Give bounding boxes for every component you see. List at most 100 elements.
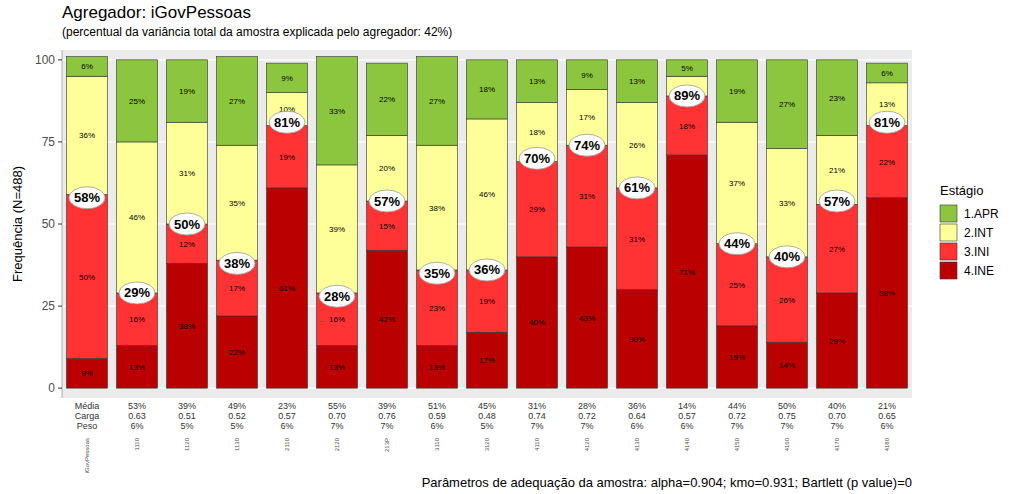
legend-key	[940, 205, 957, 222]
table-cell: 55%	[328, 401, 346, 411]
table-cell: 0.64	[628, 411, 646, 421]
legend-label: 2.INT	[964, 226, 994, 240]
data-label: 50%	[79, 273, 95, 282]
total-label: 50%	[174, 217, 200, 232]
x-tick-label: 4150	[734, 437, 740, 451]
bar-segment	[717, 60, 758, 122]
data-label: 27%	[829, 245, 845, 254]
table-cell: 0.70	[828, 411, 846, 421]
data-label: 20%	[379, 164, 395, 173]
legend-key	[940, 243, 957, 260]
bar-segment	[417, 345, 458, 388]
bar-segment	[117, 345, 158, 388]
data-label: 36%	[79, 131, 95, 140]
x-tick-label: 3120	[484, 437, 490, 451]
data-label: 23%	[829, 94, 845, 103]
table-cell: 7%	[830, 421, 843, 431]
total-circle	[269, 111, 305, 133]
bar-segment	[617, 188, 658, 290]
table-cell: 6%	[630, 421, 643, 431]
data-label: 23%	[429, 304, 445, 313]
labels: 9%50%36%6%13%16%46%25%38%12%31%19%22%17%…	[69, 62, 905, 378]
total-label: 70%	[524, 151, 550, 166]
data-label: 43%	[579, 314, 595, 323]
data-label: 31%	[179, 169, 195, 178]
total-label: 58%	[74, 190, 100, 205]
data-label: 46%	[479, 190, 495, 199]
bar-segment	[717, 244, 758, 326]
bar-segment	[267, 188, 308, 388]
total-label: 57%	[824, 194, 850, 209]
data-label: 9%	[581, 71, 593, 80]
legend-label: 1.APR	[964, 207, 999, 221]
legend-label: 3.INI	[964, 245, 989, 259]
total-label: 36%	[474, 262, 500, 277]
table-cell: 6%	[280, 421, 293, 431]
table-cell: 6%	[680, 421, 693, 431]
data-label: 16%	[329, 315, 345, 324]
table-cell: 7%	[780, 421, 793, 431]
bar-segment	[467, 332, 508, 388]
bar-segment	[767, 148, 808, 256]
y-axis-title: Frequência (N=488)	[10, 166, 25, 282]
bar-segment	[267, 63, 308, 93]
total-label: 44%	[724, 236, 750, 251]
data-label: 19%	[279, 153, 295, 162]
table-cell: 0.70	[328, 411, 346, 421]
table-cell: 0.72	[728, 411, 746, 421]
table-cell: 50%	[778, 401, 796, 411]
bar-segment	[217, 316, 258, 388]
x-tick-label: 213P	[384, 438, 390, 452]
data-label: 25%	[729, 281, 745, 290]
total-label: 89%	[674, 88, 700, 103]
table-cell: 39%	[178, 401, 196, 411]
data-label: 18%	[529, 128, 545, 137]
y-tick-label: 0	[48, 381, 55, 395]
x-tick-label: 4180	[884, 437, 890, 451]
bar-segment	[667, 155, 708, 388]
table-cell: 7%	[580, 421, 593, 431]
table-cell: 7%	[380, 421, 393, 431]
total-circle	[669, 85, 705, 107]
table-cell: 0.48	[478, 411, 496, 421]
bar-segment	[117, 60, 158, 142]
bar-segment	[767, 60, 808, 149]
total-label: 61%	[624, 180, 650, 195]
total-label: 57%	[374, 194, 400, 209]
bar-segment	[767, 257, 808, 342]
total-circle	[319, 285, 355, 307]
table-cell: 53%	[128, 401, 146, 411]
caption: Parâmetros de adequação da amostra: alph…	[422, 475, 912, 490]
table-cell: 0.51	[178, 411, 196, 421]
data-label: 33%	[329, 107, 345, 116]
bar-segment	[67, 194, 108, 358]
data-label: 58%	[879, 289, 895, 298]
bar-segment	[867, 126, 908, 198]
data-label: 29%	[829, 337, 845, 346]
x-tick-label: iGovPessoas	[84, 438, 90, 473]
data-label: 17%	[229, 284, 245, 293]
title: Agregador: iGovPessoas	[62, 3, 251, 22]
data-label: 40%	[529, 318, 545, 327]
bar-segment	[167, 263, 208, 388]
total-label: 28%	[324, 289, 350, 304]
table-cell: 28%	[578, 401, 596, 411]
x-tick-label: 2120	[334, 437, 340, 451]
data-label: 26%	[629, 141, 645, 150]
data-label: 18%	[479, 85, 495, 94]
subtitle: (percentual da variância total da amostr…	[62, 25, 452, 39]
total-circle	[619, 177, 655, 199]
bar-segment	[317, 165, 358, 293]
total-circle	[219, 252, 255, 274]
data-label: 30%	[629, 335, 645, 344]
bar-segment	[367, 250, 408, 388]
x-tick-label: 4160	[784, 437, 790, 451]
table-cell: 0.76	[378, 411, 396, 421]
x-tick-label: 1130	[234, 437, 240, 451]
bar-segment	[317, 345, 358, 388]
data-label: 13%	[429, 363, 445, 372]
bar-segment	[467, 119, 508, 270]
table-cell: 0.59	[428, 411, 446, 421]
total-label: 81%	[874, 115, 900, 130]
bar-segment	[617, 290, 658, 388]
